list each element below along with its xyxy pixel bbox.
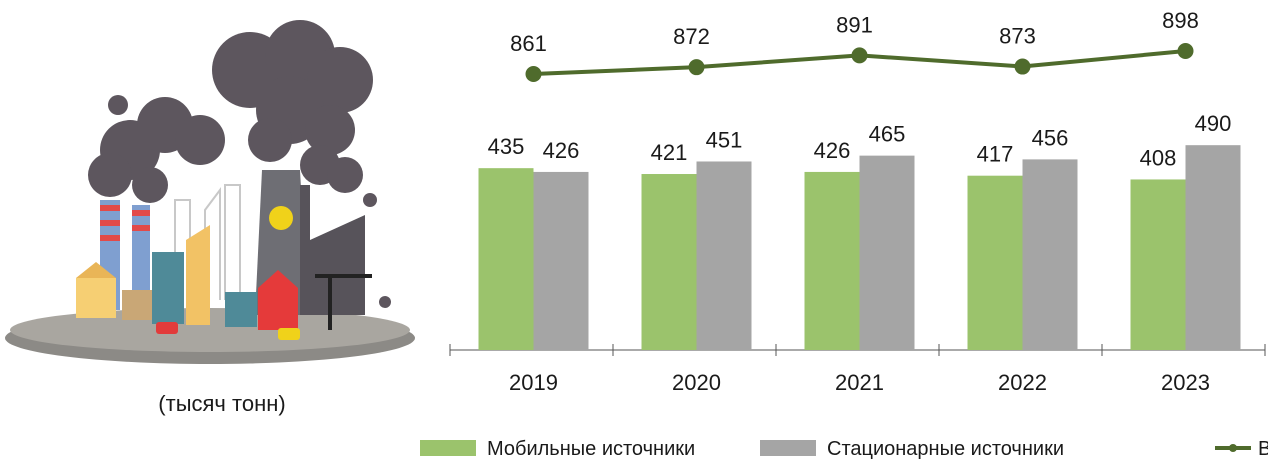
legend-label: Всего	[1258, 438, 1268, 460]
x-tick-label: 2023	[1161, 370, 1210, 395]
chart: (тысяч тонн) 2019 2020 2021 2022 2023 435 421 4…	[0, 0, 1268, 461]
total-value-label: 872	[673, 24, 710, 49]
x-tick-label: 2021	[835, 370, 884, 395]
total-point	[852, 47, 868, 63]
bar-value-label: 451	[706, 127, 743, 152]
bar	[479, 168, 534, 350]
bar-value-label: 417	[977, 142, 1014, 167]
bar	[805, 172, 860, 350]
total-value-label: 873	[999, 24, 1036, 49]
bar-value-label: 408	[1140, 145, 1177, 170]
legend-swatch	[420, 440, 476, 456]
bar	[1131, 179, 1186, 350]
bar	[642, 174, 697, 350]
x-tick-label: 2019	[509, 370, 558, 395]
total-point	[1178, 43, 1194, 59]
legend-label: Стационарные источники	[827, 438, 1064, 460]
factory-illustration	[5, 20, 415, 364]
bar-value-label: 490	[1195, 111, 1232, 136]
bar	[534, 172, 589, 350]
unit-annotation: (тысяч тонн)	[158, 391, 285, 416]
legend-label: Мобильные источники	[487, 438, 695, 460]
bar-value-label: 426	[814, 138, 851, 163]
bar-value-label: 456	[1032, 125, 1069, 150]
bar	[697, 161, 752, 350]
bar	[860, 156, 915, 350]
total-point	[689, 59, 705, 75]
bar	[1186, 145, 1241, 350]
x-tick-label: 2020	[672, 370, 721, 395]
bar	[968, 176, 1023, 350]
total-value-label: 898	[1162, 8, 1199, 33]
x-tick-label: 2022	[998, 370, 1047, 395]
bar-value-label: 435	[488, 134, 525, 159]
legend-swatch	[760, 440, 816, 456]
bar-value-label: 465	[869, 122, 906, 147]
bar-value-label: 421	[651, 140, 688, 165]
total-point	[1015, 59, 1031, 75]
total-value-label: 891	[836, 12, 873, 37]
legend-dot	[1229, 444, 1237, 452]
bar	[1023, 159, 1078, 350]
bar-value-label: 426	[543, 138, 580, 163]
total-point	[526, 66, 542, 82]
total-value-label: 861	[510, 31, 547, 56]
